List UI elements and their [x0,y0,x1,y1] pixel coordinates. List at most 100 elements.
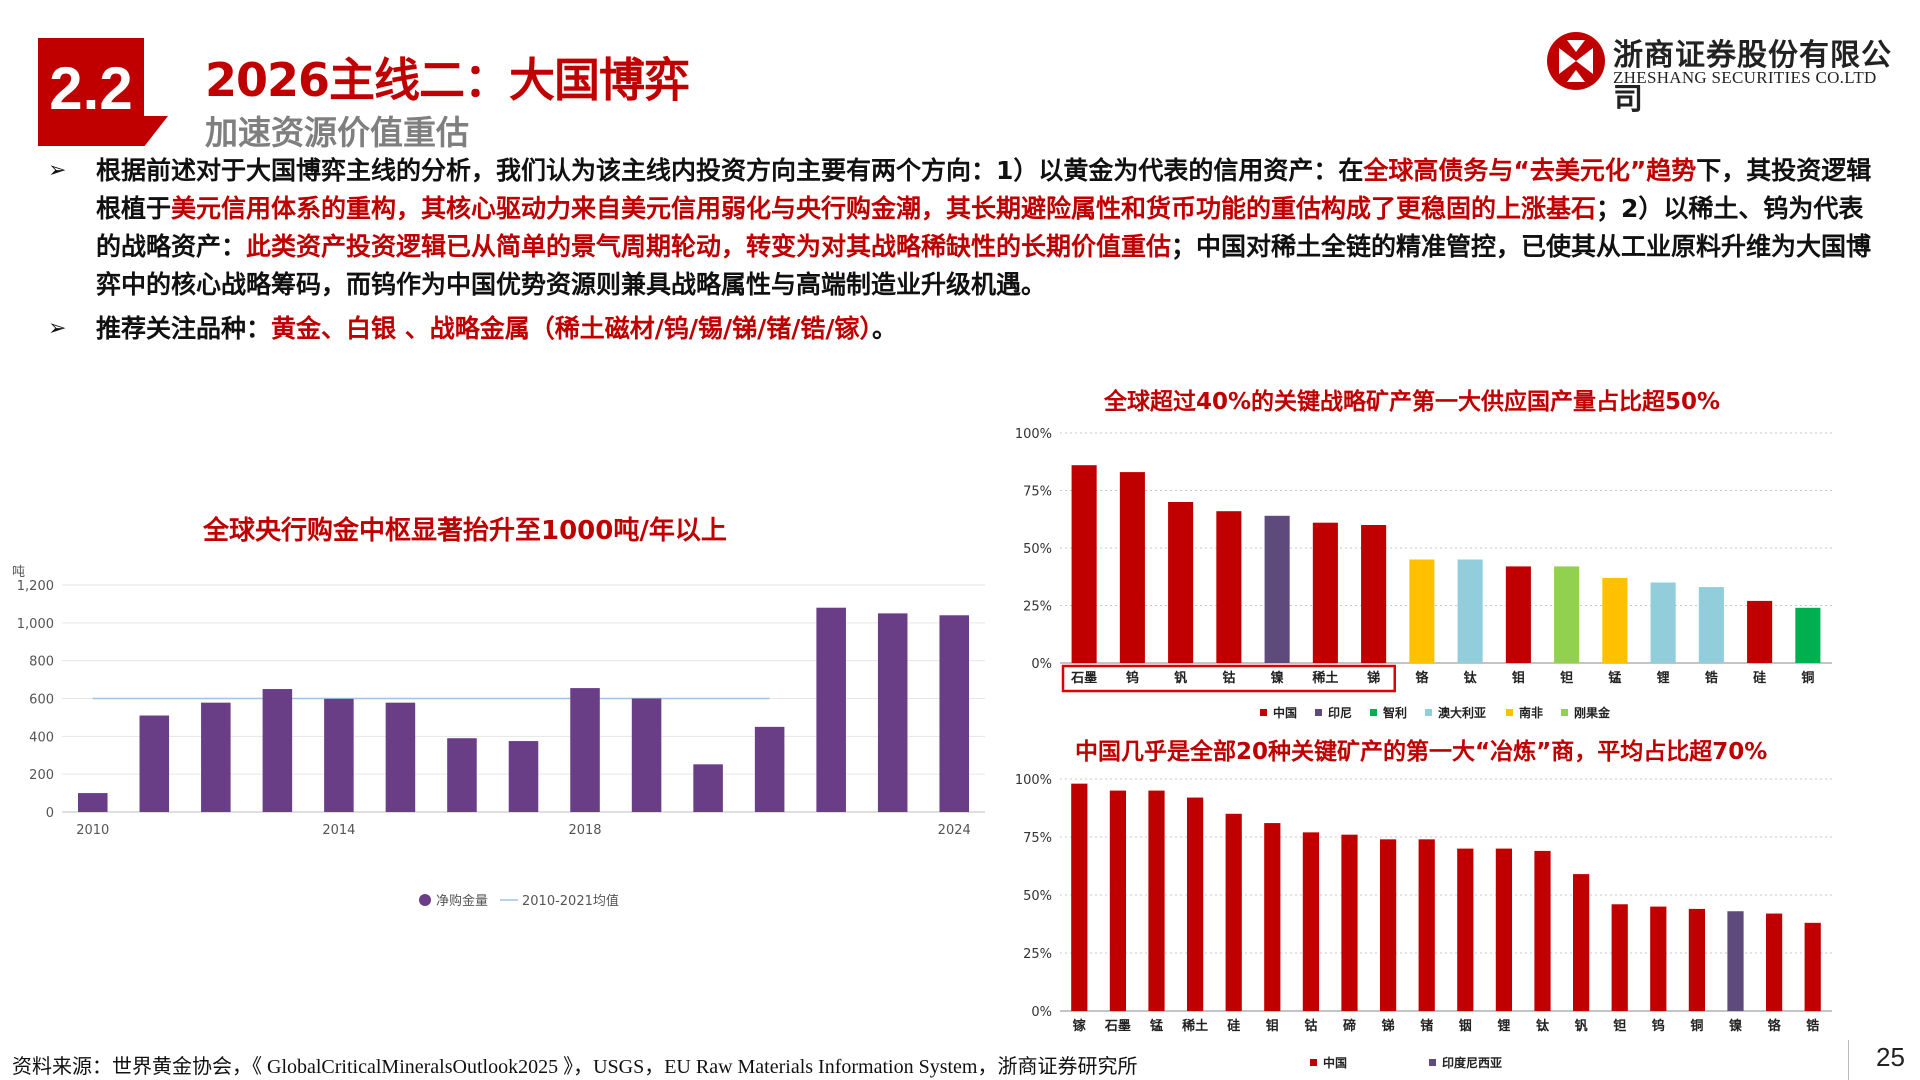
highlight-box [1061,664,1396,693]
x-tick-label: 钨 [1126,670,1139,686]
mineral-bar [1186,797,1204,1011]
y-tick-label: 800 [29,655,54,670]
x-tick-label: 铜 [1689,1018,1703,1034]
y-tick-label: 75% [1023,485,1052,500]
mineral-bar [1225,813,1242,1011]
gold-chart-title: 全球央行购金中枢显著抬升至1000吨/年以上 [203,516,727,546]
x-tick-label: 锗 [1420,1018,1433,1034]
bullet-text: 。 [872,314,898,343]
gold-purchase-chart: 吨 0 200 400 600 800 1,000 1,200 2010 2014 2018 2024… [12,565,985,909]
x-tick-label: 钴 [1304,1018,1317,1034]
legend-marker [1561,709,1568,716]
y-tick-label: 600 [29,693,54,708]
bullet-highlight: 此类资产投资逻辑已从简单的景气周期轮动，转变为对其战略稀缺性的长期价值重估 [246,232,1172,261]
x-tick-label: 钒 [1575,1019,1588,1034]
x-tick-label: 铜 [1800,670,1814,686]
mineral-bar [1611,904,1628,1011]
y-tick-label: 100% [1015,773,1052,788]
x-tick-label: 钛 [1535,1018,1550,1034]
y-tick-label: 200 [29,768,54,783]
gold-bar [816,607,846,812]
gold-bar [201,702,231,812]
mineral-bar [1572,874,1590,1011]
bullet-highlight: 美元信用体系的重构，其核心驱动力来自美元信用弱化与央行购金潮，其长期避险属性和货… [171,194,1597,223]
x-tick-label: 铬 [1768,1018,1782,1034]
x-tick-label: 钴 [1222,670,1235,686]
legend-label: 中国 [1273,705,1297,720]
x-tick-label: 铟 [1459,1018,1472,1034]
x-tick-label: 镍 [1729,1018,1742,1034]
x-tick-label: 锰 [1608,670,1621,686]
x-tick-label: 锑 [1367,670,1380,686]
bullet-text: ；2）以稀土、钨为代表的战略资产： [96,194,1864,261]
legend-label: 净购金量 [436,893,488,909]
mineral-bar [1554,566,1580,663]
gold-bar [262,689,293,812]
mineral-bar [1804,922,1821,1011]
gold-bar [877,613,908,812]
section-number-badge: 2.2 [38,38,144,140]
legend-marker [1310,1059,1317,1066]
mineral-bar [1361,525,1387,663]
company-name-cn: 浙商证券股份有限公司 [1613,38,1892,117]
gold-bar [139,715,170,812]
gold-bar [508,741,539,812]
bullet-highlight: 黄金、白银 、战略金属（稀土磁材/钨/锡/锑/锗/锆/镓） [271,314,873,343]
page-subtitle: 加速资源价值重估 [205,113,469,152]
mineral-bar [1495,848,1513,1011]
mineral-bar [1302,832,1320,1011]
x-tick-label: 2024 [938,823,971,838]
gold-bar [77,793,108,812]
x-tick-label: 锆 [1806,1018,1819,1034]
mineral-bar [1418,839,1435,1011]
x-tick-label: 锰 [1150,1018,1163,1034]
mineral-bar [1109,790,1127,1011]
mineral-bar [1688,908,1706,1011]
footer-divider [1848,1040,1849,1080]
gold-bar [324,698,354,812]
company-name-en: ZHESHANG SECURITIES CO.LTD [1613,68,1877,87]
mineral-bar [1505,566,1531,663]
x-tick-label: 2010 [76,823,109,838]
gold-bar [939,615,970,812]
y-tick-label: 1,000 [17,617,54,632]
x-tick-label: 钨 [1652,1018,1665,1034]
gold-bar [570,688,600,812]
mineral-bar [1698,587,1724,663]
mineral-bar [1650,582,1676,663]
y-axis-unit-label: 吨 [12,565,25,580]
x-tick-label: 硅 [1753,670,1766,686]
mineral-bar [1727,911,1744,1011]
y-tick-label: 75% [1023,831,1052,846]
supply-share-chart: 0% 25% 50% 75% 100% 石墨 钨 钒 钴 镍 稀土 锑 铬 钛 钼 钽 锰 锂 锆 硅 铜中国 印尼 智利 澳… [1015,427,1832,720]
mineral-bar [1264,515,1290,663]
gold-bar [385,702,416,812]
bullet-text: 下，其投资逻辑根植于 [96,156,1872,223]
mineral-bar [1071,783,1088,1011]
x-tick-label: 石墨 [1070,671,1097,686]
mineral-bar [1534,850,1551,1011]
x-tick-label: 钽 [1613,1018,1626,1034]
mineral-bar [1457,848,1474,1011]
x-tick-label: 钒 [1174,671,1187,686]
smelting-chart-title: 中国几乎是全部20种关键矿产的第一大“冶炼”商，平均占比超70% [1075,739,1768,765]
x-tick-label: 稀土 [1182,1018,1208,1034]
bullet-recommended-varieties: ➢ 推荐关注品种：黄金、白银 、战略金属（稀土磁材/钨/锡/锑/锗/锆/镓）。 [48,310,1888,348]
mineral-bar [1747,600,1773,663]
x-tick-label: 锑 [1382,1018,1395,1034]
x-tick-label: 锆 [1705,670,1718,686]
y-tick-label: 1,200 [17,579,54,594]
y-tick-label: 0% [1031,1005,1052,1020]
mineral-bar [1409,559,1435,663]
x-tick-label: 钼 [1512,670,1525,686]
bullet-text: ；中国对稀土全链的精准管控，已使其从工业原料升维为大国博弈中的核心战略筹码，而钨… [96,232,1872,299]
x-tick-label: 碲 [1343,1018,1356,1034]
legend-marker [1370,709,1377,716]
x-tick-label: 镍 [1271,670,1284,686]
bullet-highlight: 全球高债务与“去美元化”趋势 [1363,156,1697,185]
y-tick-label: 0 [46,806,54,821]
gold-bar [693,764,723,812]
supply-chart-title: 全球超过40%的关键战略矿产第一大供应国产量占比超50% [1104,389,1721,415]
x-tick-label: 钽 [1560,670,1573,686]
legend-marker [1429,1059,1436,1066]
